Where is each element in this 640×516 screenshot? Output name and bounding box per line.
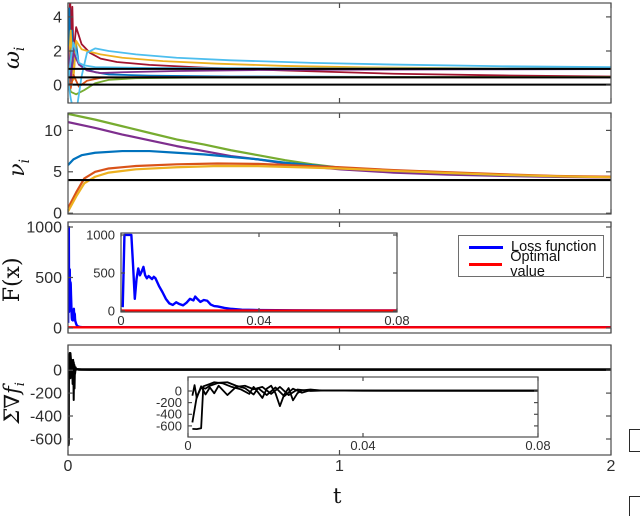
cropped-box-glyph-bottom: [629, 496, 640, 516]
cropped-box-glyph-top: [629, 429, 640, 452]
ylabel-grad: Σ∇fi: [0, 382, 28, 424]
series-grad-sum-3: [68, 357, 611, 385]
series-grad-sum-3-zoom: [191, 384, 538, 399]
omega-ytick-label: 0: [53, 77, 62, 94]
loss-line-swatch: [469, 245, 503, 249]
grad-xtick-label: 2: [607, 458, 616, 475]
grad-ytick-label: -600: [30, 431, 62, 448]
loss_inset-xtick-label: 0: [117, 313, 124, 328]
grad_inset-xtick-label: 0.04: [350, 438, 375, 453]
optimal-line-swatch: [469, 263, 503, 267]
ylabel-loss: F(x): [0, 257, 26, 303]
legend: Loss function Optimal value: [458, 235, 604, 279]
grad_inset-xtick-label: 0: [184, 438, 191, 453]
grad_inset-ytick-label: -200: [156, 395, 182, 410]
grad_inset-ytick-label: -600: [156, 418, 182, 433]
loss-ytick-label: 500: [35, 270, 62, 287]
grad_inset-ytick-label: -400: [156, 407, 182, 422]
subplot-nu: 0 5 10: [44, 112, 612, 223]
loss_inset-xtick-label: 0.08: [384, 313, 409, 328]
xlabel-t: t: [333, 484, 342, 508]
series-cyan-agent-a: [68, 47, 611, 103]
grad-ytick-label: 0: [53, 363, 62, 380]
grad_inset-series-group: [191, 381, 538, 431]
grad-xtick-label: 0: [64, 458, 73, 475]
ylabel-omega: ωi: [0, 46, 28, 70]
subplot-grad_inset: 0 0.04 0.080-200-400-600: [156, 376, 551, 453]
loss_inset-ytick-label: 0: [108, 303, 115, 318]
subplot-loss_inset: 0 0.04 0.08 0 500 1000: [86, 227, 410, 328]
nu-series-group: [68, 113, 611, 213]
grad_inset-ytick-label: 0: [175, 383, 182, 398]
ylabel-nu: νi: [5, 159, 33, 177]
nu-ytick-label: 10: [44, 123, 62, 140]
omega-series-group: [68, 3, 611, 103]
nu-ytick-label: 5: [53, 164, 62, 181]
nu-ytick-label: 0: [53, 206, 62, 223]
loss_inset-ytick-label: 500: [93, 265, 115, 280]
loss_inset-ytick-label: 1000: [86, 227, 115, 242]
grad-ytick-label: -400: [30, 408, 62, 425]
legend-label-loss: Loss function: [511, 239, 597, 256]
legend-item-optimal: Optimal value: [469, 250, 597, 279]
grad-ytick-label: -200: [30, 386, 62, 403]
grad_inset-xtick-label: 0.08: [525, 438, 550, 453]
grad-series-group: [68, 352, 611, 447]
omega-ytick-label: 4: [53, 9, 62, 26]
loss-ytick-label: 1000: [26, 219, 62, 236]
omega-ytick-label: 2: [53, 43, 62, 60]
loss-ytick-label: 0: [53, 320, 62, 337]
series-yellow-agent: [68, 29, 611, 81]
loss_inset-series-group: [121, 233, 397, 312]
legend-label-optimal: Optimal value: [510, 249, 561, 280]
subplot-omega: 0 2 4: [53, 2, 612, 104]
series-maroon-agent: [68, 3, 611, 78]
loss_inset-xtick-label: 0.04: [246, 313, 271, 328]
legend-item-loss: Loss function: [469, 239, 597, 255]
grad-xtick-label: 1: [335, 458, 344, 475]
